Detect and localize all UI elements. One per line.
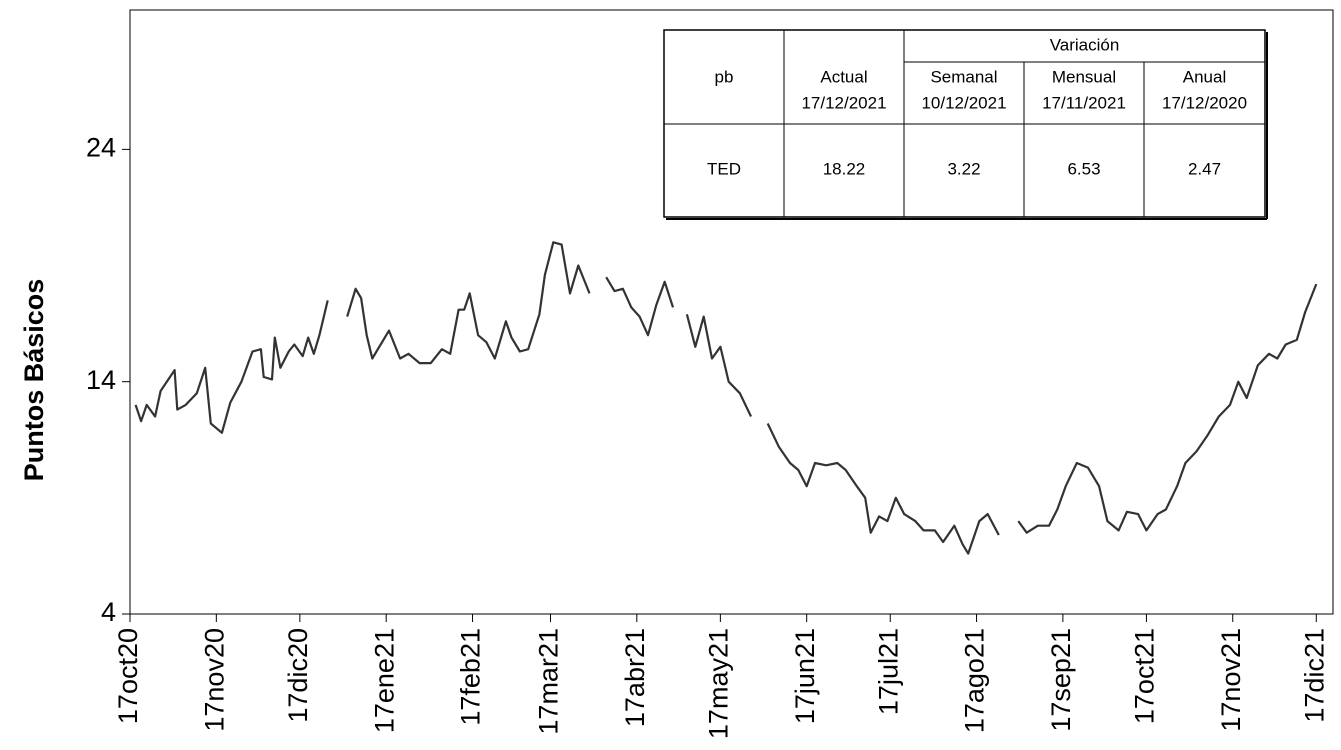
table-header: Actual bbox=[820, 67, 867, 86]
table-header: 17/12/2020 bbox=[1162, 93, 1247, 112]
table-cell: TED bbox=[707, 159, 741, 178]
x-tick-label: 17ene21 bbox=[369, 628, 399, 733]
x-tick-label: 17nov20 bbox=[199, 628, 229, 732]
x-tick-label: 17jul21 bbox=[873, 628, 903, 715]
table-header: 17/12/2021 bbox=[801, 93, 886, 112]
x-tick-label: 17dic20 bbox=[283, 628, 313, 723]
x-tick-label: 17jun21 bbox=[790, 628, 820, 724]
x-tick-label: 17nov21 bbox=[1216, 628, 1246, 732]
table-cell: 3.22 bbox=[947, 159, 980, 178]
table-header: pb bbox=[715, 67, 734, 86]
x-tick-label: 17sep21 bbox=[1046, 628, 1076, 732]
y-tick-label: 24 bbox=[86, 133, 116, 163]
table-header: Anual bbox=[1183, 67, 1226, 86]
y-tick-label: 4 bbox=[101, 597, 116, 627]
series-line bbox=[134, 241, 1318, 555]
table-cell: 6.53 bbox=[1067, 159, 1100, 178]
x-tick-label: 17mar21 bbox=[534, 628, 564, 735]
x-tick-label: 17ago21 bbox=[960, 628, 990, 733]
x-tick-label: 17may21 bbox=[703, 628, 733, 739]
table-cell: 18.22 bbox=[823, 159, 866, 178]
x-tick-label: 17oct21 bbox=[1130, 628, 1160, 724]
table-cell: 2.47 bbox=[1188, 159, 1221, 178]
x-tick-label: 17abr21 bbox=[620, 628, 650, 727]
y-axis-label: Puntos Básicos bbox=[19, 279, 49, 482]
plot-frame bbox=[129, 9, 1334, 615]
table-header: Semanal bbox=[930, 67, 997, 86]
x-tick-label: 17dic21 bbox=[1299, 628, 1329, 723]
y-tick-label: 14 bbox=[86, 365, 116, 395]
x-tick-label: 17oct20 bbox=[113, 628, 143, 724]
table-header: Mensual bbox=[1052, 67, 1116, 86]
table-group-header: Variación bbox=[1050, 35, 1120, 54]
table-header: 10/12/2021 bbox=[921, 93, 1006, 112]
x-tick-label: 17feb21 bbox=[456, 628, 486, 726]
table-header: 17/11/2021 bbox=[1042, 93, 1126, 112]
